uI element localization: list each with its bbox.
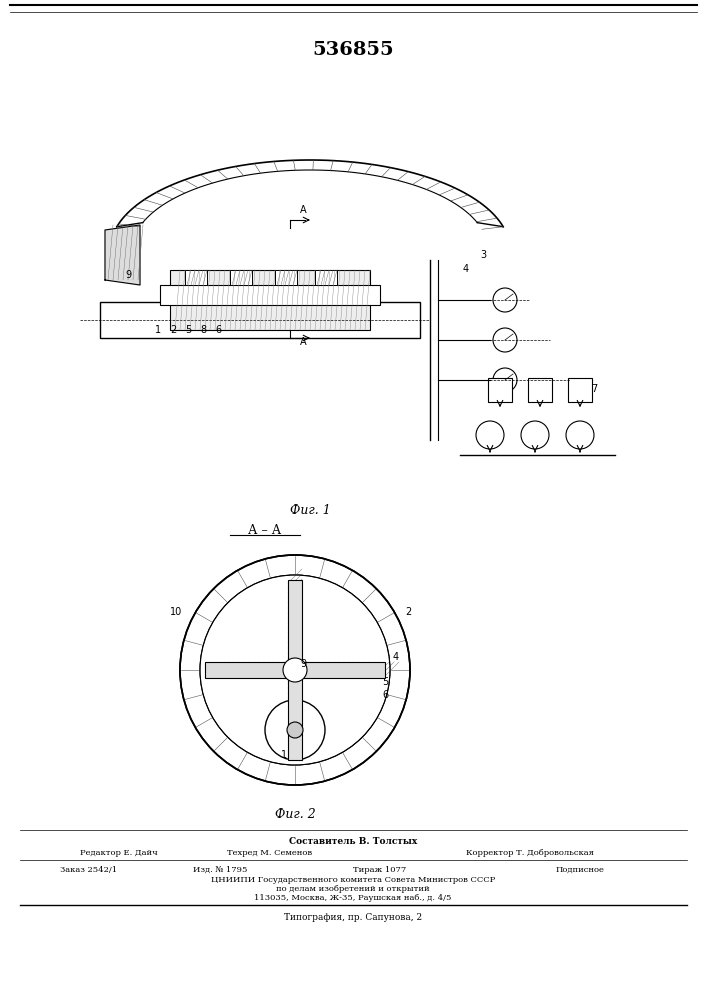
Circle shape [200,575,390,765]
Bar [185,270,207,285]
Bar [275,270,297,285]
Text: 2: 2 [170,325,176,335]
Bar [315,270,337,285]
Bar [528,378,552,402]
Text: по делам изобретений и открытий: по делам изобретений и открытий [276,885,430,893]
Text: 4: 4 [463,264,469,274]
Circle shape [260,635,330,705]
Bar [205,662,385,678]
Text: Тираж 1077: Тираж 1077 [354,866,407,874]
Text: Составитель В. Толстых: Составитель В. Толстых [289,838,417,846]
Circle shape [180,555,410,785]
Bar [205,662,385,678]
Text: 4: 4 [393,652,399,662]
Text: 6: 6 [382,690,388,700]
Text: Типография, пр. Сапунова, 2: Типография, пр. Сапунова, 2 [284,912,422,922]
Bar [568,378,592,402]
Bar [288,580,302,760]
Polygon shape [105,225,140,285]
Circle shape [283,658,307,682]
Text: А: А [300,337,307,347]
Bar [288,580,302,760]
Text: А: А [300,205,307,215]
Text: Заказ 2542/1: Заказ 2542/1 [60,866,117,874]
Text: 1: 1 [281,750,287,760]
Circle shape [287,722,303,738]
Bar [160,285,380,305]
Text: Редактор Е. Дайч: Редактор Е. Дайч [80,849,158,857]
Circle shape [476,421,504,449]
Circle shape [201,576,390,764]
Text: 9: 9 [125,270,131,280]
Text: 10: 10 [170,607,182,617]
Circle shape [521,421,549,449]
Bar [170,270,370,330]
Text: 2: 2 [405,607,411,617]
Circle shape [287,722,303,738]
Text: 9: 9 [300,659,306,669]
Text: 6: 6 [215,325,221,335]
Text: Корректор Т. Добровольская: Корректор Т. Добровольская [466,849,594,857]
Circle shape [493,368,517,392]
Text: 5: 5 [185,325,192,335]
Circle shape [566,421,594,449]
Text: Изд. № 1795: Изд. № 1795 [193,866,247,874]
Text: 536855: 536855 [312,41,394,59]
Text: 3: 3 [480,250,486,260]
Text: Фиг. 2: Фиг. 2 [274,808,315,822]
Bar [230,270,252,285]
Text: 5: 5 [382,677,388,687]
Circle shape [265,700,325,760]
Circle shape [493,288,517,312]
Circle shape [265,700,325,760]
Text: Фиг. 1: Фиг. 1 [290,504,330,516]
Text: 1: 1 [155,325,161,335]
Text: 8: 8 [200,325,206,335]
Text: ЦНИИПИ Государственного комитета Совета Министров СССР: ЦНИИПИ Государственного комитета Совета … [211,876,495,884]
Text: 7: 7 [591,384,597,394]
Text: Подписное: Подписное [556,866,604,874]
Circle shape [493,328,517,352]
Bar [488,378,512,402]
Bar [100,302,420,338]
Text: Техред М. Семенов: Техред М. Семенов [228,849,312,857]
Text: 113035, Москва, Ж-35, Раушская наб., д. 4/5: 113035, Москва, Ж-35, Раушская наб., д. … [255,894,452,902]
Text: А – А: А – А [248,524,281,536]
